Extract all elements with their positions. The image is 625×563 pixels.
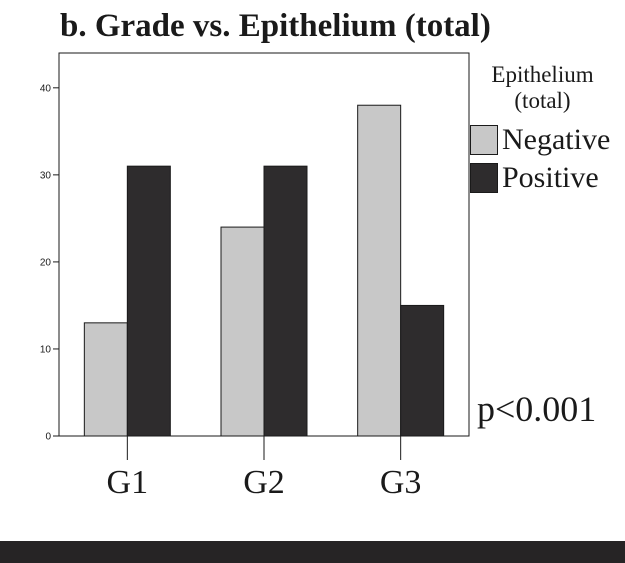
- bars-layer: [83, 104, 445, 437]
- bar-g2-positive: [263, 165, 308, 437]
- y-tick-label: 10: [40, 344, 52, 355]
- legend-title-line2: (total): [514, 88, 571, 113]
- x-tick-label-g2: G2: [243, 464, 285, 501]
- y-tick-label: 30: [40, 170, 52, 181]
- bar-g3-negative: [357, 104, 402, 437]
- legend-title: Epithelium (total): [470, 62, 615, 114]
- y-tick-label: 20: [40, 257, 52, 268]
- chart-title: b. Grade vs. Epithelium (total): [60, 8, 491, 44]
- legend-swatch-positive: [470, 163, 498, 193]
- legend-item-negative: Negative: [470, 123, 611, 156]
- legend-title-line1: Epithelium: [491, 62, 594, 87]
- y-tick-label: 0: [45, 432, 51, 443]
- y-tick-label: 40: [40, 83, 52, 94]
- bar-g1-positive: [126, 165, 171, 437]
- legend-label-negative: Negative: [502, 123, 611, 156]
- x-tick-label-g3: G3: [380, 464, 422, 501]
- x-axis: G1 G2 G3: [107, 436, 422, 501]
- footer-bar: [0, 541, 625, 563]
- bar-g1-negative: [83, 322, 128, 437]
- p-value-annotation: p<0.001: [477, 389, 597, 429]
- legend-label-positive: Positive: [502, 161, 599, 194]
- bar-g3-positive: [400, 304, 445, 437]
- bar-g2-negative: [220, 226, 265, 437]
- legend-item-positive: Positive: [470, 161, 599, 194]
- x-tick-label-g1: G1: [107, 464, 149, 501]
- legend-swatch-negative: [470, 125, 498, 155]
- y-axis: 0 10 20 30 40: [40, 83, 59, 443]
